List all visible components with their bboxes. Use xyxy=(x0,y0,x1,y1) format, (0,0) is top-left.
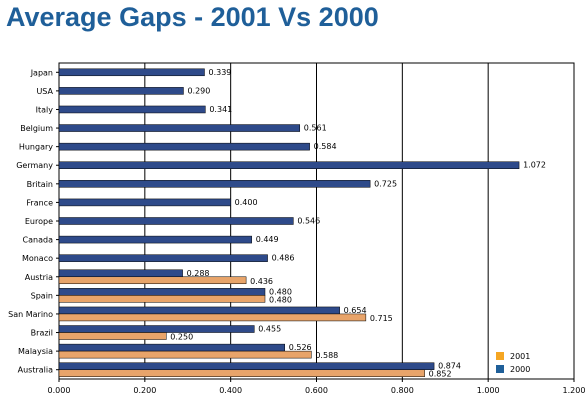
bar-2000 xyxy=(58,235,252,244)
data-label-2000: 0.400 xyxy=(235,198,258,207)
category-label: Germany xyxy=(16,161,53,170)
bar-2000 xyxy=(58,105,206,114)
x-tick-label: 1.200 xyxy=(563,386,585,395)
data-label-2000: 0.290 xyxy=(187,86,210,95)
bar-2000 xyxy=(58,288,266,296)
category-label: Britain xyxy=(27,180,53,189)
category-label: Malaysia xyxy=(18,347,53,356)
legend-swatch xyxy=(496,352,504,360)
data-label-2000: 0.288 xyxy=(187,269,210,278)
data-label-2001: 0.250 xyxy=(170,333,193,342)
category-label: Brazil xyxy=(31,329,53,338)
bar-2000 xyxy=(58,161,520,169)
category-label: USA xyxy=(36,87,53,96)
category-label: San Marino xyxy=(8,310,53,319)
data-label-2001: 0.852 xyxy=(429,370,452,379)
bar-2000 xyxy=(58,124,301,132)
bar-2001 xyxy=(58,332,167,340)
category-label: Italy xyxy=(36,105,54,114)
bar-2001 xyxy=(58,369,425,377)
legend-swatch xyxy=(496,365,504,373)
x-tick-labels: 0.000 0.200 0.400 0.600 0.800 1.000 1.200 xyxy=(48,386,585,395)
data-label-2000: 0.455 xyxy=(258,325,281,334)
bar-2001 xyxy=(58,295,266,303)
bar-2001 xyxy=(58,313,367,322)
data-label-2001: 0.436 xyxy=(250,277,273,286)
data-label-2000: 0.486 xyxy=(272,254,295,263)
bar-2000 xyxy=(58,68,205,77)
category-label: France xyxy=(26,198,53,207)
legend-label: 2000 xyxy=(510,365,530,374)
data-label-2000: 0.341 xyxy=(209,105,232,114)
x-tick-label: 0.400 xyxy=(219,386,242,395)
x-tick-label: 1.000 xyxy=(477,386,500,395)
data-label-2001: 0.588 xyxy=(315,351,338,360)
bar-2000 xyxy=(58,325,255,333)
x-tick-label: 0.000 xyxy=(48,386,71,395)
data-label-2000: 0.874 xyxy=(438,362,461,371)
bar-2000 xyxy=(58,343,285,352)
data-label-2000: 0.480 xyxy=(269,287,292,296)
category-label: Hungary xyxy=(19,143,53,152)
x-tick-label: 0.800 xyxy=(391,386,414,395)
data-label-2000: 0.546 xyxy=(297,217,320,226)
bar-2000 xyxy=(58,269,183,278)
category-label: Europe xyxy=(25,217,53,226)
data-label-2000: 0.584 xyxy=(314,142,337,151)
data-label-2001: 0.715 xyxy=(370,314,393,323)
legend-label: 2001 xyxy=(510,352,530,361)
bars-group: 0.339 0.290 0.341 0.561 0.584 1.072 0.725 0.400… xyxy=(58,68,546,379)
bar-2000 xyxy=(58,180,371,188)
bar-2000 xyxy=(58,254,268,262)
bar-2000 xyxy=(58,87,184,95)
data-label-2000: 0.449 xyxy=(256,235,279,244)
category-label: Austria xyxy=(25,273,53,282)
x-tick-label: 0.600 xyxy=(305,386,328,395)
chart-title: Average Gaps - 2001 Vs 2000 xyxy=(6,2,379,32)
legend: 2001 2000 xyxy=(496,352,530,374)
data-label-2000: 0.654 xyxy=(344,306,367,315)
bar-2000 xyxy=(58,198,231,207)
category-label: Monaco xyxy=(22,254,53,263)
data-label-2001: 0.480 xyxy=(269,295,292,304)
data-label-2000: 0.526 xyxy=(289,343,312,352)
category-labels: Japan USA Italy Belgium Hungary Germany Britai… xyxy=(8,68,59,375)
bar-2001 xyxy=(58,276,247,285)
category-label: Japan xyxy=(30,68,53,77)
category-label: Australia xyxy=(18,366,53,375)
category-label: Canada xyxy=(23,236,54,245)
data-label-2000: 0.561 xyxy=(304,124,327,133)
bar-2001 xyxy=(58,350,312,359)
bar-2000 xyxy=(58,142,310,151)
data-label-2000: 0.339 xyxy=(208,68,231,77)
bar-2000 xyxy=(58,217,294,225)
x-tick-label: 0.200 xyxy=(133,386,156,395)
data-label-2000: 0.725 xyxy=(374,179,397,188)
data-label-2000: 1.072 xyxy=(523,161,546,170)
category-label: Spain xyxy=(31,291,53,300)
bar-2000 xyxy=(58,362,435,370)
category-label: Belgium xyxy=(20,124,53,133)
bar-2000 xyxy=(58,306,340,315)
